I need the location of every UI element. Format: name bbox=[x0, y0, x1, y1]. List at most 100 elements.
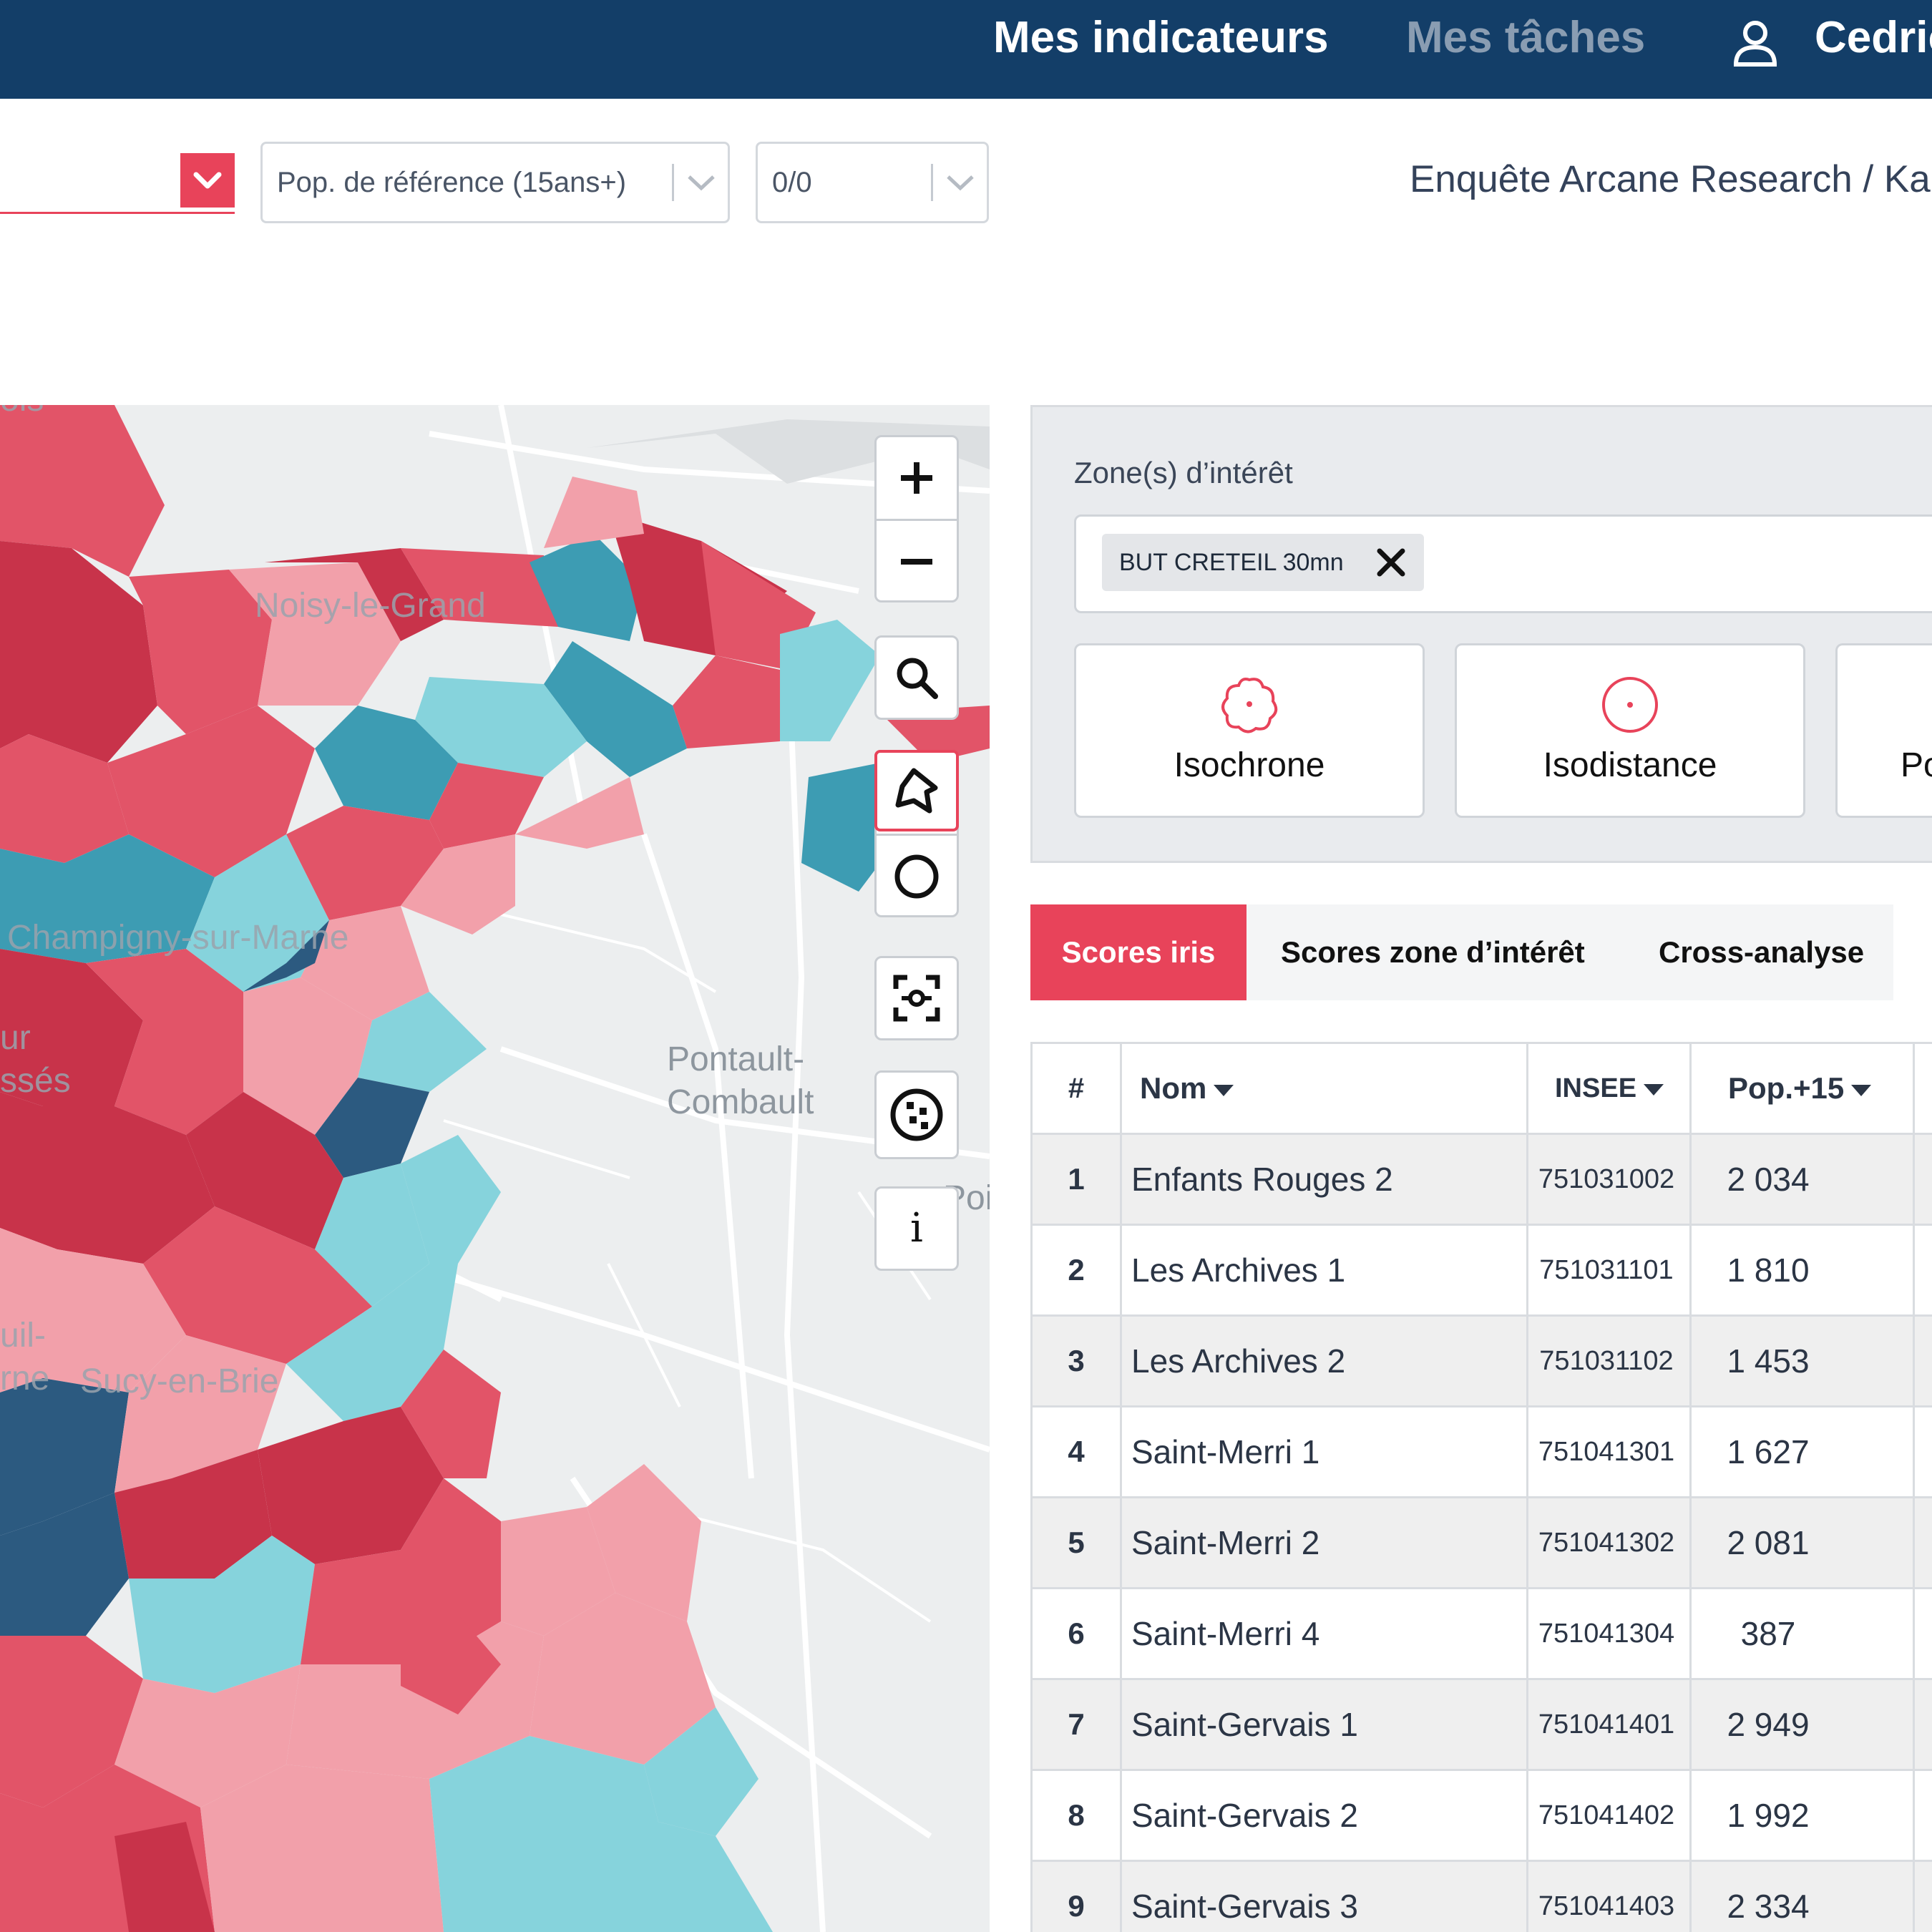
row-pop: 1 992 bbox=[1727, 1797, 1810, 1834]
row-name: Saint-Merri 2 bbox=[1131, 1524, 1320, 1561]
place-labels: ois Noisy-le-Grand Champigny-sur-Marne u… bbox=[0, 405, 990, 1400]
select-separator bbox=[931, 164, 933, 201]
population-select[interactable]: Pop. de référence (15ans+) bbox=[260, 142, 730, 223]
zones-input[interactable]: BUT CRETEIL 30mn bbox=[1074, 514, 1932, 613]
user-icon[interactable] bbox=[1730, 17, 1780, 67]
table-row[interactable]: 1 Enfants Rouges 2 751031002 2 034 bbox=[1033, 1135, 1932, 1226]
population-select-value: Pop. de référence (15ans+) bbox=[277, 167, 627, 198]
map-screenshot-cell bbox=[877, 958, 957, 1038]
scores-table: # Nom INSEE Pop.+15 1 Enfants Rouges 2 7… bbox=[1030, 1042, 1932, 1932]
row-insee: 751041403 bbox=[1538, 1891, 1675, 1921]
table-row[interactable]: 4 Saint-Merri 1 751041301 1 627 bbox=[1033, 1407, 1932, 1498]
map-search-button[interactable] bbox=[874, 635, 959, 720]
mode-isochrone-label: Isochrone bbox=[1174, 746, 1325, 784]
isochrone-icon bbox=[1221, 678, 1278, 733]
mode-isochrone[interactable]: Isochrone bbox=[1074, 643, 1425, 818]
zones-panel: Zone(s) d’intérêt BUT CRETEIL 30mn Isoch… bbox=[1030, 405, 1932, 863]
mode-polygon[interactable]: Po bbox=[1835, 643, 1932, 818]
table-row[interactable]: 5 Saint-Merri 2 751041302 2 081 bbox=[1033, 1498, 1932, 1589]
score-tabs: Scores iris Scores zone d’intérêt Cross-… bbox=[1030, 904, 1893, 1000]
row-name: Les Archives 2 bbox=[1131, 1342, 1346, 1380]
zoom-control bbox=[874, 435, 959, 602]
row-num: 5 bbox=[1068, 1526, 1085, 1559]
isodistance-icon bbox=[1602, 677, 1658, 733]
map-info-button[interactable]: i bbox=[874, 1186, 959, 1271]
row-insee: 751041401 bbox=[1538, 1709, 1675, 1740]
row-insee: 751041304 bbox=[1538, 1619, 1675, 1649]
row-pop: 2 334 bbox=[1727, 1888, 1810, 1925]
row-pop: 2 081 bbox=[1727, 1524, 1810, 1561]
close-icon[interactable] bbox=[1374, 545, 1408, 580]
row-num: 7 bbox=[1068, 1707, 1085, 1741]
row-num: 6 bbox=[1068, 1616, 1085, 1650]
table-row[interactable]: 2 Les Archives 1 751031101 1 810 bbox=[1033, 1226, 1932, 1317]
user-name[interactable]: Cedric bbox=[1815, 13, 1932, 62]
zoom-out-button[interactable] bbox=[877, 521, 957, 602]
row-num: 2 bbox=[1068, 1253, 1085, 1287]
col-header-insee[interactable]: INSEE bbox=[1555, 1044, 1664, 1133]
col-header-name-label: Nom bbox=[1140, 1071, 1207, 1105]
row-insee: 751031101 bbox=[1539, 1255, 1674, 1285]
row-name: Saint-Merri 4 bbox=[1131, 1615, 1320, 1652]
choropleth-map[interactable]: ois Noisy-le-Grand Champigny-sur-Marne u… bbox=[0, 405, 990, 1932]
map-label-pontault-1: Pontault- bbox=[667, 1040, 804, 1078]
chevron-down-icon bbox=[947, 175, 974, 191]
row-insee: 751031002 bbox=[1538, 1164, 1675, 1194]
map-search-cell bbox=[877, 638, 957, 718]
row-pop: 2 949 bbox=[1727, 1706, 1810, 1743]
draw-circle-button[interactable] bbox=[877, 836, 957, 917]
zone-chip: BUT CRETEIL 30mn bbox=[1102, 534, 1424, 591]
col-header-pop-label: Pop.+15 bbox=[1728, 1071, 1845, 1105]
screenshot-icon bbox=[893, 975, 940, 1022]
row-name: Saint-Gervais 1 bbox=[1131, 1706, 1359, 1743]
sort-arrow-icon bbox=[1214, 1084, 1234, 1096]
tab-scores-zone[interactable]: Scores zone d’intérêt bbox=[1281, 935, 1585, 969]
indicator-dropdown-button[interactable] bbox=[180, 153, 235, 208]
nav-my-tasks[interactable]: Mes tâches bbox=[1406, 13, 1646, 62]
map-points-button[interactable] bbox=[874, 1070, 959, 1159]
row-insee: 751041302 bbox=[1538, 1528, 1675, 1558]
table-row[interactable]: 9 Saint-Gervais 3 751041403 2 334 bbox=[1033, 1862, 1932, 1932]
polygon-icon bbox=[895, 768, 938, 814]
row-insee: 751031102 bbox=[1539, 1346, 1674, 1376]
counter-select[interactable]: 0/0 bbox=[756, 142, 989, 223]
mode-isodistance[interactable]: Isodistance bbox=[1455, 643, 1805, 818]
col-header-name[interactable]: Nom bbox=[1140, 1044, 1234, 1133]
draw-tools bbox=[874, 750, 959, 917]
row-num: 8 bbox=[1068, 1798, 1085, 1832]
map-label-partial-left2: ssés bbox=[0, 1062, 71, 1100]
row-num: 1 bbox=[1068, 1162, 1085, 1196]
column-divider bbox=[1526, 1044, 1528, 1932]
tab-cross-analysis[interactable]: Cross-analyse bbox=[1659, 935, 1865, 969]
map-label-partial-left4: rne bbox=[0, 1360, 49, 1397]
zoom-divider bbox=[877, 519, 957, 521]
map-label-pontault-2: Combault bbox=[667, 1083, 814, 1121]
row-name: Enfants Rouges 2 bbox=[1131, 1161, 1393, 1198]
map[interactable]: ois Noisy-le-Grand Champigny-sur-Marne u… bbox=[0, 405, 990, 1932]
column-divider bbox=[1913, 1044, 1915, 1932]
nav-my-indicators[interactable]: Mes indicateurs bbox=[993, 13, 1329, 62]
table-row[interactable]: 3 Les Archives 2 751031102 1 453 bbox=[1033, 1317, 1932, 1407]
table-row[interactable]: 8 Saint-Gervais 2 751041402 1 992 bbox=[1033, 1771, 1932, 1862]
indicator-select-underline bbox=[0, 212, 235, 214]
row-num: 3 bbox=[1068, 1344, 1085, 1377]
map-screenshot-button[interactable] bbox=[874, 956, 959, 1040]
map-label-partial-top: ois bbox=[0, 405, 44, 419]
table-row[interactable]: 6 Saint-Merri 4 751041304 387 bbox=[1033, 1589, 1932, 1680]
draw-polygon-button[interactable] bbox=[874, 750, 959, 831]
map-label-partial-left1: ur bbox=[0, 1019, 31, 1057]
row-name: Saint-Merri 1 bbox=[1131, 1433, 1320, 1470]
row-pop: 1 627 bbox=[1727, 1433, 1810, 1470]
row-num: 9 bbox=[1068, 1889, 1085, 1923]
zoom-in-button[interactable] bbox=[877, 437, 957, 519]
counter-select-value: 0/0 bbox=[772, 167, 812, 198]
minus-icon bbox=[901, 559, 932, 565]
draw-divider bbox=[877, 834, 957, 836]
row-num: 4 bbox=[1068, 1435, 1085, 1468]
col-header-pop[interactable]: Pop.+15 bbox=[1728, 1044, 1872, 1133]
table-row[interactable]: 7 Saint-Gervais 1 751041401 2 949 bbox=[1033, 1680, 1932, 1771]
col-header-num[interactable]: # bbox=[1068, 1073, 1085, 1104]
chevron-down-icon bbox=[688, 175, 715, 191]
tab-scores-iris[interactable]: Scores iris bbox=[1030, 904, 1246, 1000]
select-separator bbox=[672, 164, 674, 201]
